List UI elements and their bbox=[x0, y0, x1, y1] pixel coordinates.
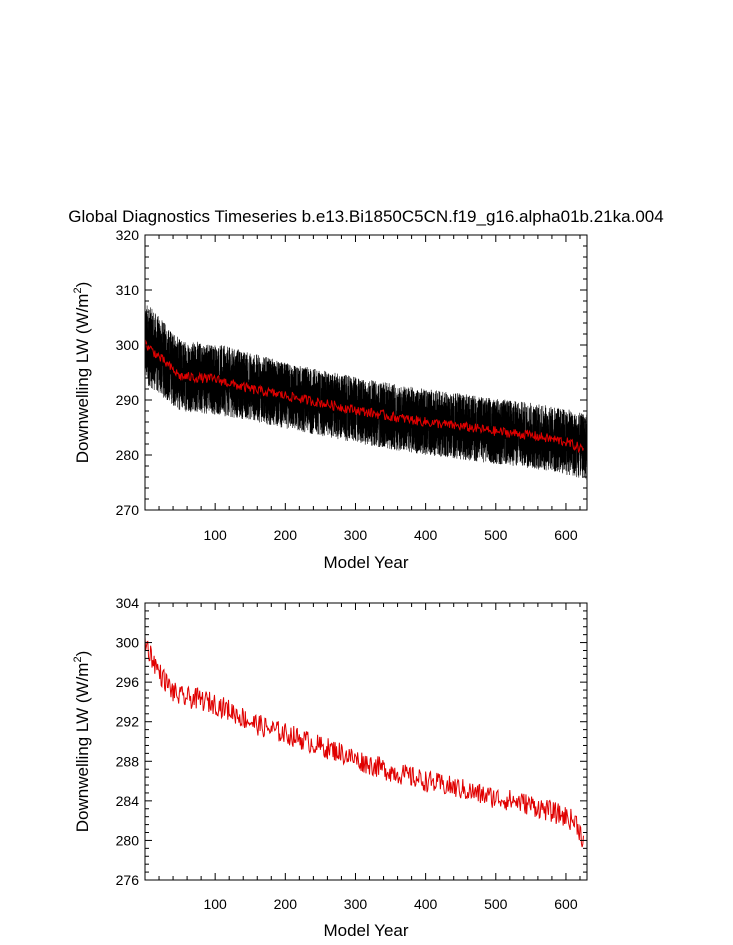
x-tick-label: 100 bbox=[203, 896, 227, 912]
y-axis-label-close: ) bbox=[73, 282, 92, 288]
x-axis-label: Model Year bbox=[323, 921, 408, 940]
x-tick-label: 600 bbox=[554, 896, 578, 912]
y-tick-label: 292 bbox=[116, 714, 140, 730]
x-tick-label: 500 bbox=[484, 527, 508, 543]
chart-title: Global Diagnostics Timeseries b.e13.Bi18… bbox=[68, 207, 663, 226]
y-tick-label: 280 bbox=[116, 832, 140, 848]
x-tick-label: 200 bbox=[274, 896, 298, 912]
plot-frame bbox=[144, 234, 588, 511]
y-axis-label: Downwelling LW (W/m2) bbox=[72, 651, 92, 833]
y-tick-label: 304 bbox=[116, 595, 140, 611]
y-axis-label-close: ) bbox=[73, 651, 92, 657]
plot-data bbox=[145, 301, 587, 480]
x-tick-label: 400 bbox=[414, 527, 438, 543]
bottom-panel: 100 200 300 400 500 600 276 280 284 288 292 296 300 3… bbox=[72, 595, 588, 940]
y-axis-label-main: Downwelling LW (W/m bbox=[73, 663, 92, 833]
plot-data bbox=[145, 636, 584, 848]
y-tick-label: 296 bbox=[116, 674, 140, 690]
top-panel: 100 200 300 400 500 600 270 280 290 300 310 320 Mode… bbox=[72, 227, 588, 572]
x-tick-label: 300 bbox=[344, 896, 368, 912]
x-tick-label: 500 bbox=[484, 896, 508, 912]
y-tick-label: 276 bbox=[116, 872, 140, 888]
y-axis-label-main: Downwelling LW (W/m bbox=[73, 294, 92, 464]
y-tick-label: 270 bbox=[116, 502, 140, 518]
x-tick-label: 400 bbox=[414, 896, 438, 912]
y-tick-label: 288 bbox=[116, 753, 140, 769]
y-tick-label: 300 bbox=[116, 635, 140, 651]
y-tick-label: 280 bbox=[116, 447, 140, 463]
series-monthly-line bbox=[145, 301, 587, 480]
y-tick-label: 310 bbox=[116, 282, 140, 298]
x-tick-label: 300 bbox=[344, 527, 368, 543]
y-tick-label: 290 bbox=[116, 392, 140, 408]
x-tick-label: 600 bbox=[554, 527, 578, 543]
y-tick-label: 300 bbox=[116, 337, 140, 353]
y-tick-label: 320 bbox=[116, 227, 140, 243]
y-axis-label-sup: 2 bbox=[72, 287, 84, 293]
plot-frame bbox=[144, 602, 588, 881]
x-axis-label: Model Year bbox=[323, 553, 408, 572]
y-tick-label: 284 bbox=[116, 793, 140, 809]
y-axis-label: Downwelling LW (W/m2) bbox=[72, 282, 92, 464]
series-annual-line bbox=[145, 339, 584, 454]
x-tick-label: 200 bbox=[274, 527, 298, 543]
series-annual-line bbox=[145, 636, 584, 848]
x-tick-label: 100 bbox=[203, 527, 227, 543]
y-axis-label-sup: 2 bbox=[72, 656, 84, 662]
